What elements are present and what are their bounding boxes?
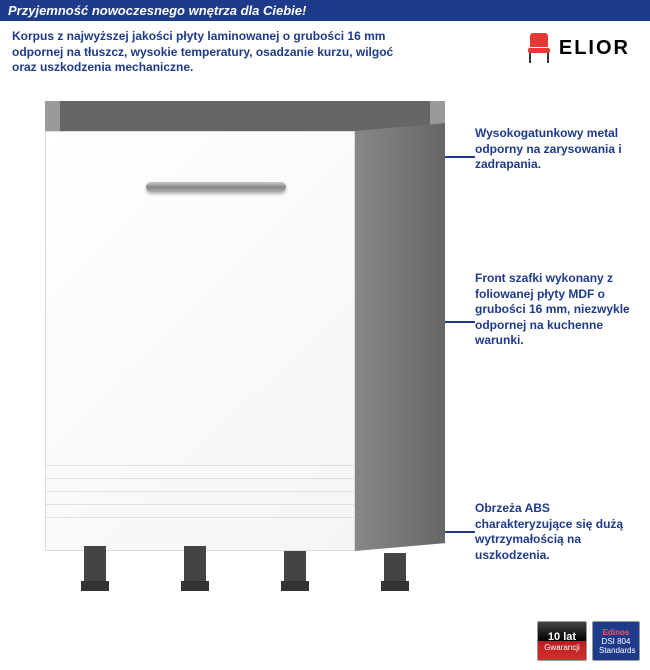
badges-area: 10 lat Gwarancji Edinos DSI 804 Standard… [537, 621, 640, 661]
header-bar: Przyjemność nowoczesnego wnętrza dla Cie… [0, 0, 650, 21]
infographic-container: ELIOR Korpus z najwyższej jakości płyty … [0, 21, 650, 666]
cabinet-side-panel [355, 123, 445, 551]
header-title: Przyjemność nowoczesnego wnętrza dla Cie… [8, 3, 306, 18]
callout-front: Front szafki wykonany z foliowanej płyty… [475, 271, 630, 349]
standards-badge: Edinos DSI 804 Standards [592, 621, 640, 661]
cabinet-front-panel [45, 131, 355, 551]
cabinet-legs [45, 546, 445, 596]
warranty-badge: 10 lat Gwarancji [537, 621, 587, 661]
callout-edge: Obrzeża ABS charakteryzujące się dużą wy… [475, 501, 635, 563]
cabinet-handle [146, 182, 286, 192]
callout-handle: Wysokogatunkowy metal odporny na zarysow… [475, 126, 635, 173]
logo-text: ELIOR [559, 37, 630, 60]
cabinet-illustration [45, 101, 445, 601]
chair-icon [525, 33, 553, 63]
brand-logo: ELIOR [525, 33, 630, 63]
callout-body: Korpus z najwyższej jakości płyty lamino… [12, 29, 412, 76]
